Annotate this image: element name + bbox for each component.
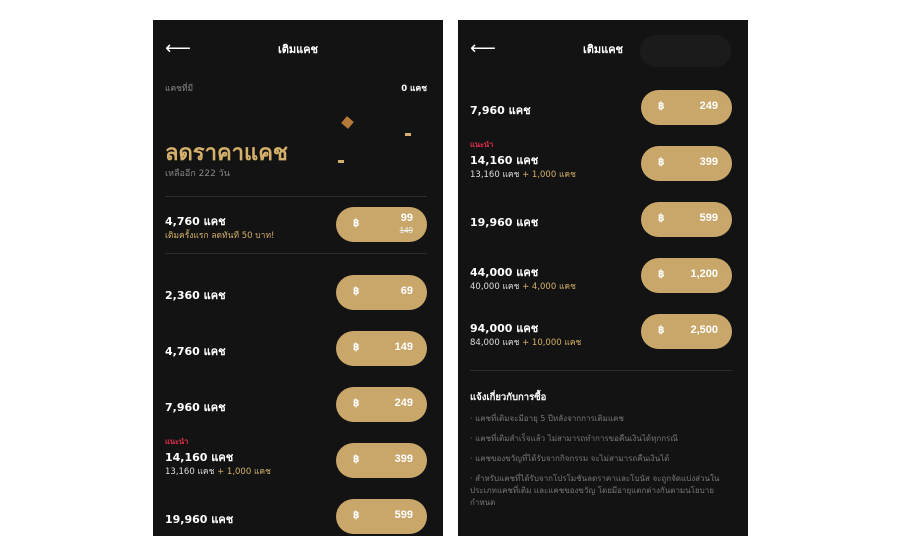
price: 99 (400, 212, 413, 224)
balance-value: 0 แคช (401, 84, 427, 94)
buy-button[interactable]: ฿ 599 (641, 202, 732, 237)
buy-button[interactable]: ฿ 599 (336, 499, 427, 534)
confetti-decoration (405, 133, 411, 136)
baht-icon: ฿ (658, 325, 665, 336)
base-amount: 13,160 แคช (165, 467, 215, 477)
base-amount: 84,000 แคช (470, 338, 520, 348)
confetti-decoration (338, 160, 344, 163)
price: 399 (699, 156, 718, 168)
notice-text: สำหรับแคชที่ได้รับจากโปรโมชันลดราคาและโบ… (470, 474, 720, 507)
notice-item: · แคชที่เติมสำเร็จแล้ว ไม่สามารถทำการขอค… (470, 434, 678, 443)
baht-icon: ฿ (658, 101, 665, 112)
divider (165, 196, 427, 197)
promo-note: เติมครั้งแรก ลดทันที 50 บาท! (165, 231, 275, 241)
buy-promo-button[interactable]: ฿ 99 149 (336, 207, 427, 242)
package-breakdown: 40,000 แคช + 4,000 แคช (470, 279, 576, 293)
base-amount: 13,160 แคช (470, 170, 520, 180)
notice-title: แจ้งเกี่ยวกับการซื้อ (470, 392, 547, 403)
notice-item: · แคชที่เติมจะมีอายุ 5 ปีหลังจากการเติมแ… (470, 414, 624, 423)
notice-item: · สำหรับแคชที่ได้รับจากโปรโมชันลดราคาและ… (470, 474, 720, 507)
price: 399 (394, 453, 413, 465)
package-amount: 14,160 แคช (165, 451, 234, 464)
baht-icon: ฿ (353, 454, 360, 465)
base-amount: 40,000 แคช (470, 282, 520, 292)
divider (165, 253, 427, 254)
baht-icon: ฿ (353, 218, 360, 229)
page-title: เติมแคช (277, 43, 319, 56)
price: 1,200 (690, 268, 718, 280)
package-amount: 7,960 แคช (470, 104, 531, 117)
promo-title: ลดราคาแคช (165, 141, 288, 166)
buy-button[interactable]: ฿ 2,500 (641, 314, 732, 349)
package-amount: 7,960 แคช (165, 401, 226, 414)
buy-button[interactable]: ฿ 399 (336, 443, 427, 478)
phone-screen-left: ⟵ เติมแคช แคชที่มี 0 แคช ลดราคาแคช เหลือ… (153, 20, 443, 536)
notice-item: · แคชของขวัญที่ได้รับจากกิจกรรม จะไม่สาม… (470, 454, 670, 463)
package-breakdown: 84,000 แคช + 10,000 แคช (470, 335, 581, 349)
baht-icon: ฿ (353, 286, 360, 297)
back-arrow-icon[interactable]: ⟵ (165, 38, 191, 59)
price: 599 (699, 212, 718, 224)
confetti-decoration (341, 116, 354, 129)
promo-remaining: เหลืออีก 222 วัน (165, 169, 230, 179)
notice-text: แคชที่เติมสำเร็จแล้ว ไม่สามารถทำการขอคืน… (475, 434, 678, 443)
price: 249 (394, 397, 413, 409)
buy-button[interactable]: ฿ 249 (641, 90, 732, 125)
recommended-badge: แนะนำ (165, 437, 189, 446)
old-price: 149 (399, 226, 413, 235)
promo-amount: 4,760 แคช (165, 215, 226, 228)
bonus-amount: + 1,000 แคช (217, 467, 271, 477)
bonus-amount: + 10,000 แคช (522, 338, 582, 348)
package-amount: 94,000 แคช (470, 322, 539, 335)
package-amount: 19,960 แคช (165, 513, 234, 526)
baht-icon: ฿ (353, 342, 360, 353)
divider (470, 370, 732, 371)
notice-text: แคชที่เติมจะมีอายุ 5 ปีหลังจากการเติมแคช (475, 414, 624, 423)
notice-text: แคชของขวัญที่ได้รับจากกิจกรรม จะไม่สามาร… (475, 454, 670, 463)
price: 149 (394, 341, 413, 353)
package-amount: 4,760 แคช (165, 345, 226, 358)
recommended-badge: แนะนำ (470, 140, 494, 149)
package-amount: 44,000 แคช (470, 266, 539, 279)
page-title: เติมแคช (582, 43, 624, 56)
price: 249 (699, 100, 718, 112)
baht-icon: ฿ (658, 269, 665, 280)
baht-icon: ฿ (658, 213, 665, 224)
price: 599 (394, 509, 413, 521)
price: 69 (400, 285, 413, 297)
price: 2,500 (690, 324, 718, 336)
baht-icon: ฿ (658, 157, 665, 168)
faded-button (640, 35, 731, 67)
buy-button[interactable]: ฿ 399 (641, 146, 732, 181)
package-breakdown: 13,160 แคช + 1,000 แคช (470, 167, 576, 181)
bonus-amount: + 4,000 แคช (522, 282, 576, 292)
buy-button[interactable]: ฿ 69 (336, 275, 427, 310)
bonus-amount: + 1,000 แคช (522, 170, 576, 180)
baht-icon: ฿ (353, 398, 360, 409)
package-amount: 19,960 แคช (470, 216, 539, 229)
baht-icon: ฿ (353, 510, 360, 521)
back-arrow-icon[interactable]: ⟵ (470, 38, 496, 59)
buy-button[interactable]: ฿ 1,200 (641, 258, 732, 293)
buy-button[interactable]: ฿ 249 (336, 387, 427, 422)
package-amount: 14,160 แคช (470, 154, 539, 167)
buy-button[interactable]: ฿ 149 (336, 331, 427, 366)
package-amount: 2,360 แคช (165, 289, 226, 302)
balance-label: แคชที่มี (165, 84, 194, 94)
package-breakdown: 13,160 แคช + 1,000 แคช (165, 464, 271, 478)
phone-screen-right: ⟵ เติมแคช 7,960 แคช฿ 249 แนะนำ 14,160 แคช 13… (458, 20, 748, 536)
